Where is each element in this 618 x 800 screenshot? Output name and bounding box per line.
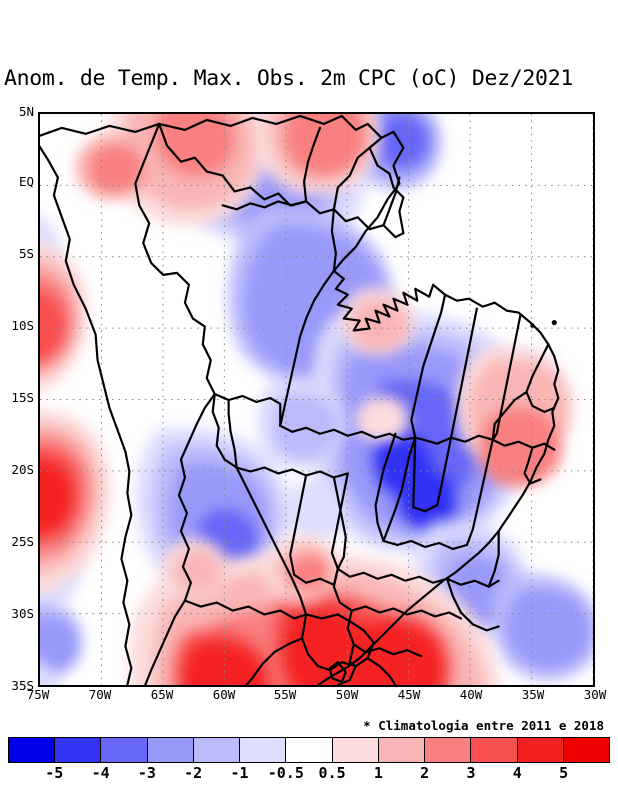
x-tick-40W: 40W [459,687,483,702]
map-plot-area [38,112,595,687]
colorbar-segment [563,738,610,762]
coastline-and-borders [40,114,560,685]
colorbar-segment [101,738,148,762]
colorbar-segment [286,738,333,762]
colorbar-segment [332,738,379,762]
x-tick-75W: 75W [26,687,50,702]
colorbar-tick-2: 2 [420,764,430,782]
colorbar-segment [378,738,426,762]
y-tick-25S: 25S [11,534,34,549]
colorbar-segment [517,738,564,762]
anomaly-contour-map [40,114,593,685]
colorbar-tick--4: -4 [91,764,110,782]
colorbar-tick-1: 1 [373,764,383,782]
figure-title: Anom. de Temp. Max. Obs. 2m CPC (oC) Dez… [4,66,573,91]
colorbar-segment [147,738,194,762]
x-tick-45W: 45W [397,687,421,702]
atlantic-islands [530,319,557,328]
y-tick-10S: 10S [11,318,34,333]
colorbar-segment [240,738,287,762]
x-tick-50W: 50W [335,687,359,702]
colorbar-tick-0.5: 0.5 [318,764,346,782]
map-gridlines [40,114,593,685]
climatology-footnote: * Climatologia entre 2011 e 2018 [363,718,604,733]
x-tick-55W: 55W [273,687,297,702]
x-tick-60W: 60W [212,687,236,702]
y-tick-EQ: EQ [18,174,34,189]
colorbar-segment [9,738,56,762]
x-tick-35W: 35W [521,687,545,702]
colorbar-tick--1: -1 [230,764,249,782]
colorbar-segment [55,738,102,762]
y-tick-15S: 15S [11,390,34,405]
y-tick-5N: 5N [18,104,34,119]
x-tick-30W: 30W [583,687,607,702]
y-tick-5S: 5S [18,246,34,261]
colorbar-segment [193,738,241,762]
colorbar-segment [425,738,472,762]
colorbar-tick-5: 5 [559,764,569,782]
x-tick-65W: 65W [150,687,174,702]
colorbar-tick--5: -5 [45,764,64,782]
x-tick-70W: 70W [88,687,112,702]
map-canvas [40,114,593,685]
y-tick-35S: 35S [11,678,34,693]
colorbar-tick-3: 3 [466,764,476,782]
y-tick-20S: 20S [11,462,34,477]
colorbar-tick--2: -2 [184,764,203,782]
colorbar [8,737,610,763]
colorbar-tick--0.5: -0.5 [267,764,304,782]
colorbar-segment [471,738,518,762]
y-tick-30S: 30S [11,606,34,621]
colorbar-ticks: -5 -4 -3 -2 -1 -0.5 0.5 1 2 3 4 5 [8,764,610,784]
colorbar-tick-4: 4 [512,764,522,782]
colorbar-tick--3: -3 [137,764,156,782]
